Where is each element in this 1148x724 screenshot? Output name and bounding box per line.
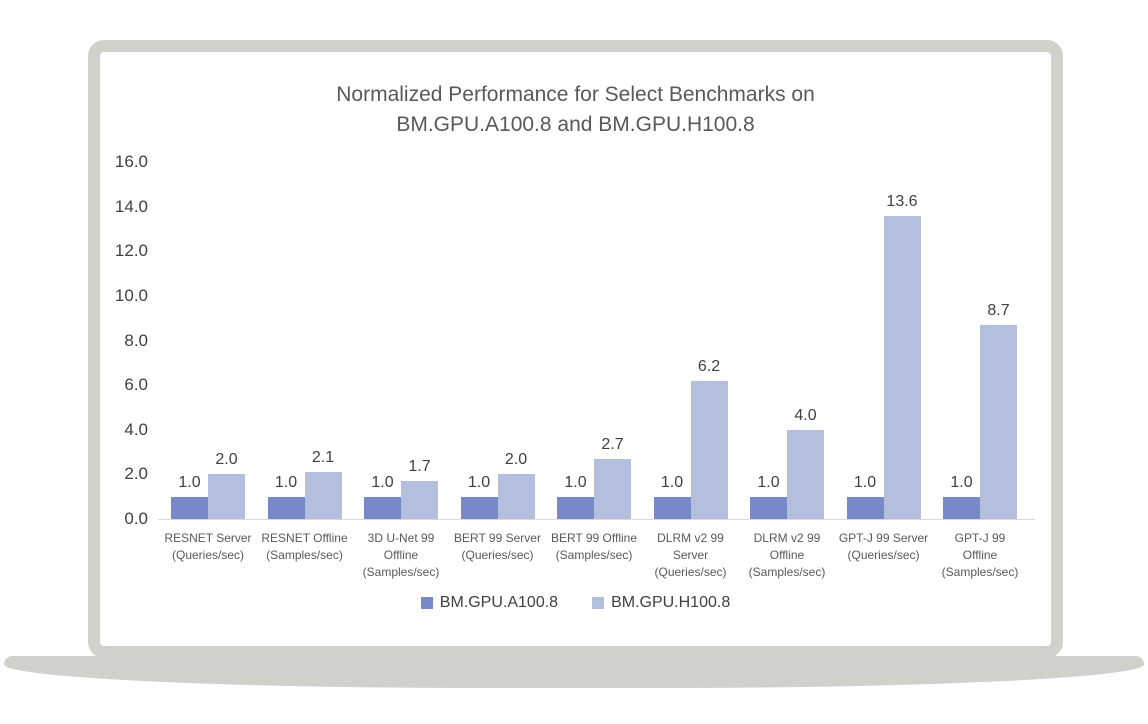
bar-h100	[690, 381, 728, 519]
bar-value-label: 6.2	[697, 358, 721, 375]
bar-a100	[364, 497, 401, 519]
bar-value-label: 1.0	[950, 474, 973, 491]
bar-h100	[787, 430, 824, 519]
legend-item: BM.GPU.A100.8	[420, 594, 559, 612]
legend-label: BM.GPU.A100.8	[439, 594, 559, 611]
legend-marker	[592, 597, 605, 609]
y-tick-label: 0.0	[124, 509, 148, 528]
chart-title: Normalized Performance for Select Benchm…	[336, 83, 815, 136]
y-tick-label: 6.0	[124, 375, 148, 395]
chart-card: Normalized Performance for Select Benchm…	[88, 40, 1063, 658]
bar-h100	[883, 216, 921, 519]
bar-value-label: 13.6	[886, 193, 918, 210]
bar-value-label: 2.1	[311, 449, 335, 466]
category-label: DLRM v2 99 Server (Queries/sec)	[654, 531, 727, 579]
y-tick-label: 8.0	[124, 330, 148, 350]
bar-h100	[594, 459, 631, 519]
bar-value-label: 2.7	[601, 436, 624, 453]
bar-value-label: 1.7	[408, 458, 431, 475]
bar-a100	[557, 497, 594, 519]
plot-area: Normalized Performance for Select Benchm…	[100, 52, 1051, 646]
bar-value-label: 8.7	[987, 302, 1010, 319]
legend-label: BM.GPU.H100.8	[611, 594, 731, 611]
bar-h100	[208, 474, 245, 519]
y-tick-label: 12.0	[114, 241, 148, 261]
x-axis-line	[158, 519, 1035, 520]
bar-a100	[267, 497, 305, 519]
bar-value-label: 2.0	[215, 451, 238, 468]
bar-a100	[171, 497, 208, 519]
y-tick-label: 4.0	[124, 419, 148, 439]
bar-value-label: 1.0	[274, 474, 298, 491]
bar-h100	[497, 474, 535, 519]
category-label: BERT 99 Offline (Samples/sec)	[550, 531, 638, 562]
y-tick-label: 2.0	[124, 464, 148, 484]
bar-value-label: 1.0	[564, 474, 587, 491]
y-tick-label: 14.0	[114, 196, 148, 216]
category-label: BERT 99 Server (Queries/sec)	[454, 531, 541, 562]
category-label: GPT-J 99 Offline (Samples/sec)	[941, 531, 1019, 579]
legend-item: BM.GPU.H100.8	[592, 594, 730, 612]
category-label: 3D U-Net 99 Offline (Samples/sec)	[362, 531, 440, 579]
bar-value-label: 1.0	[371, 474, 394, 491]
legend: BM.GPU.A100.8 BM.GPU.H100.8	[100, 594, 1051, 612]
category-label: RESNET Offline (Samples/sec)	[261, 531, 348, 562]
bar-a100	[750, 497, 787, 519]
y-tick-label: 10.0	[114, 285, 148, 305]
bar-a100	[943, 497, 980, 519]
bar-value-label: 1.0	[853, 474, 877, 491]
bar-h100	[304, 472, 342, 519]
bar-value-label: 4.0	[794, 407, 817, 424]
category-label: DLRM v2 99 Offline (Samples/sec)	[748, 531, 826, 579]
legend-marker	[420, 597, 433, 609]
bar-value-label: 1.0	[660, 474, 684, 491]
y-tick-label: 16.0	[114, 152, 148, 171]
bar-value-label: 1.0	[757, 474, 780, 491]
card-shadow	[4, 656, 1144, 688]
bar-value-label: 1.0	[178, 474, 201, 491]
bar-h100	[401, 481, 438, 519]
category-label: RESNET Server (Queries/sec)	[164, 531, 252, 562]
bar-a100	[460, 497, 498, 519]
bar-value-label: 1.0	[467, 474, 491, 491]
bar-a100	[846, 497, 884, 519]
bar-a100	[653, 497, 691, 519]
bar-value-label: 2.0	[504, 451, 528, 468]
category-label: GPT-J 99 Server (Queries/sec)	[838, 531, 929, 562]
bar-h100	[980, 325, 1017, 519]
